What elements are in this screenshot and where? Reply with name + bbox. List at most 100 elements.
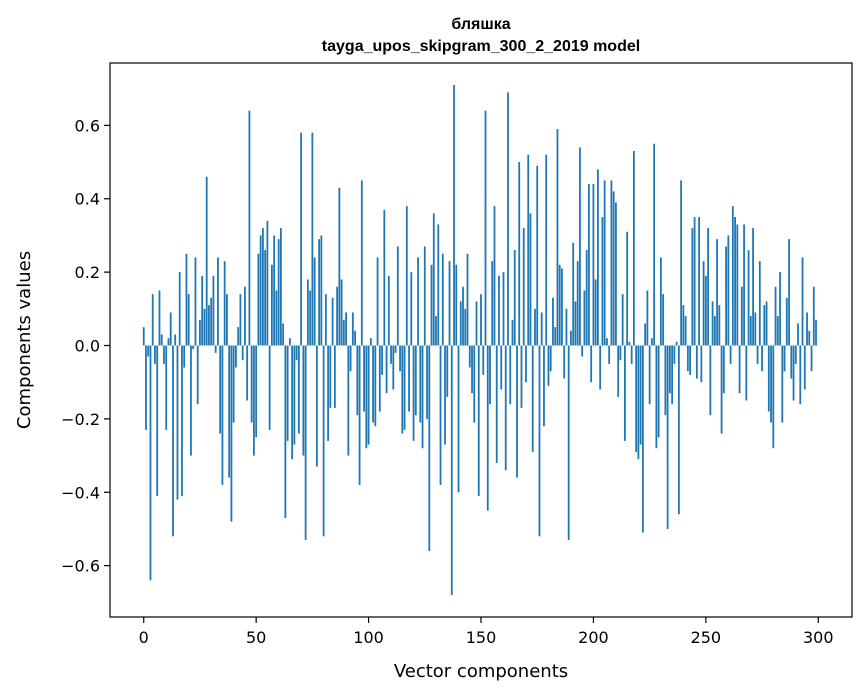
bar-94 xyxy=(354,330,356,346)
bar-237 xyxy=(675,341,678,346)
bar-1 xyxy=(145,345,147,430)
bar-243 xyxy=(689,345,692,375)
bar-149 xyxy=(477,345,480,496)
bar-131 xyxy=(437,224,440,346)
bar-184 xyxy=(556,129,559,346)
bar-59 xyxy=(275,290,278,346)
bar-25 xyxy=(199,319,201,346)
bar-227 xyxy=(653,143,656,346)
bar-214 xyxy=(624,345,626,441)
bar-241 xyxy=(684,316,687,346)
bar-47 xyxy=(248,110,251,346)
bar-119 xyxy=(410,272,413,346)
bar-83 xyxy=(329,345,332,408)
bar-226 xyxy=(650,338,653,346)
bar-168 xyxy=(520,345,523,408)
x-tick-label-250: 250 xyxy=(691,628,722,647)
bar-92 xyxy=(349,345,352,372)
bar-63 xyxy=(284,345,287,518)
bar-181 xyxy=(549,345,552,372)
y-tick-label-4: 0.2 xyxy=(75,263,100,282)
bar-65 xyxy=(288,338,291,346)
bar-192 xyxy=(574,301,577,346)
bar-24 xyxy=(196,345,199,405)
bar-113 xyxy=(396,246,399,346)
bar-55 xyxy=(266,220,269,346)
bar-189 xyxy=(567,345,570,540)
bar-196 xyxy=(583,290,586,346)
bar-288 xyxy=(790,345,793,379)
bar-18 xyxy=(183,345,186,368)
y-tick-label-6: 0.6 xyxy=(75,116,100,135)
bar-266 xyxy=(740,286,743,346)
bar-159 xyxy=(500,345,503,390)
y-axis-label: Components values xyxy=(14,251,35,429)
bar-54 xyxy=(264,250,267,346)
bar-234 xyxy=(668,345,671,394)
bar-166 xyxy=(516,345,518,478)
bar-286 xyxy=(785,297,788,346)
bar-238 xyxy=(677,345,680,515)
bar-167 xyxy=(518,162,521,346)
bar-142 xyxy=(462,286,464,346)
bar-118 xyxy=(408,345,410,412)
bar-91 xyxy=(347,345,350,456)
bar-258 xyxy=(722,345,725,394)
bar-114 xyxy=(399,345,401,372)
bar-42 xyxy=(237,327,240,346)
bar-231 xyxy=(662,294,665,346)
bar-270 xyxy=(749,316,752,346)
bar-185 xyxy=(558,264,561,346)
bar-277 xyxy=(765,301,768,346)
x-tick-label-300: 300 xyxy=(803,628,834,647)
bar-26 xyxy=(201,275,204,346)
bar-152 xyxy=(484,110,487,346)
bar-71 xyxy=(302,345,305,456)
bar-128 xyxy=(430,264,433,346)
bar-106 xyxy=(381,345,383,375)
bar-265 xyxy=(738,345,741,394)
bar-115 xyxy=(401,345,404,434)
bar-44 xyxy=(241,345,244,361)
bar-121 xyxy=(414,345,417,416)
bar-188 xyxy=(565,308,568,346)
bar-37 xyxy=(226,294,228,346)
bar-206 xyxy=(606,338,608,346)
bar-191 xyxy=(572,242,575,346)
bar-30 xyxy=(210,297,213,346)
bar-102 xyxy=(372,345,374,423)
bar-295 xyxy=(806,312,808,346)
x-tick-label-0: 0 xyxy=(139,628,149,647)
bar-112 xyxy=(394,345,397,353)
bar-211 xyxy=(617,345,620,397)
bar-132 xyxy=(439,345,442,485)
bar-60 xyxy=(277,239,280,346)
bar-78 xyxy=(318,239,321,346)
bar-136 xyxy=(448,261,451,346)
bar-284 xyxy=(781,345,784,423)
bar-134 xyxy=(444,345,446,445)
bar-105 xyxy=(378,345,381,412)
bar-257 xyxy=(720,345,723,434)
bar-187 xyxy=(563,345,566,379)
bar-260 xyxy=(727,235,730,346)
bar-62 xyxy=(282,323,285,346)
bar-259 xyxy=(725,246,727,346)
bar-255 xyxy=(716,239,718,346)
bar-111 xyxy=(392,345,395,390)
bar-29 xyxy=(208,305,210,346)
bar-126 xyxy=(426,345,428,419)
bar-209 xyxy=(612,191,615,346)
bar-97 xyxy=(360,180,363,346)
bar-162 xyxy=(507,92,509,346)
bar-66 xyxy=(291,345,294,460)
bar-235 xyxy=(671,345,674,405)
y-tick-label-3: 0.0 xyxy=(75,337,100,356)
bar-200 xyxy=(592,184,595,346)
bar-198 xyxy=(588,184,590,346)
y-tick-label-1: −0.4 xyxy=(61,483,100,502)
bar-140 xyxy=(457,345,460,493)
bar-242 xyxy=(686,345,689,372)
bar-247 xyxy=(698,217,700,346)
